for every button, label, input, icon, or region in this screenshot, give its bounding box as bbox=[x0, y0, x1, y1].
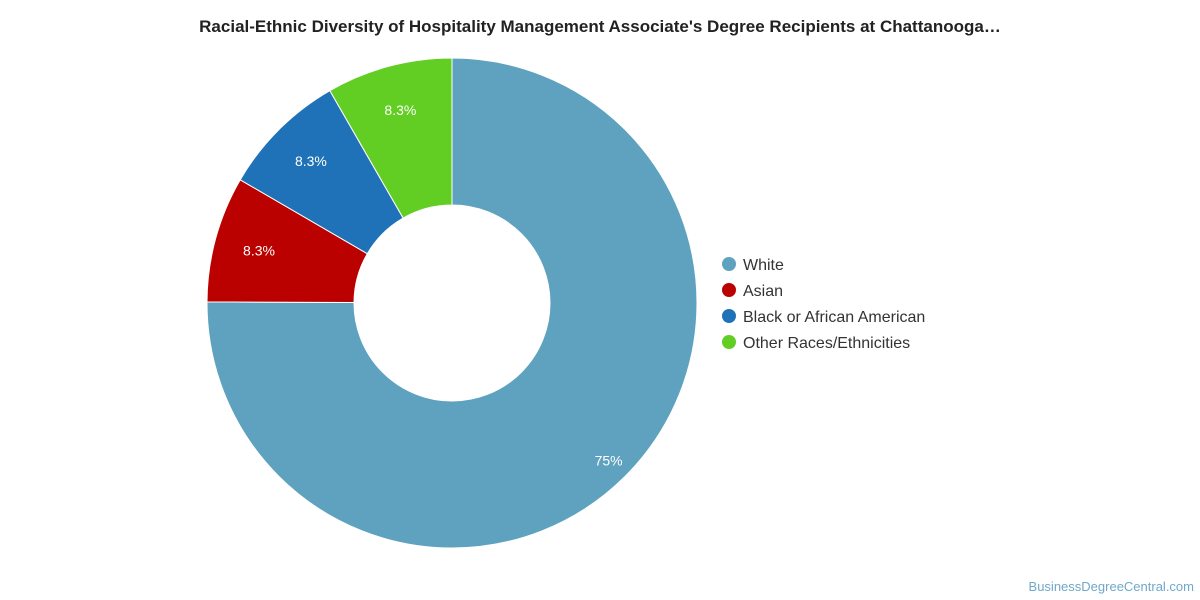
slice-white[interactable] bbox=[206, 57, 698, 549]
legend-item-black-or-african-american[interactable]: Black or African American bbox=[722, 309, 925, 326]
slice-label-black-or-african-american: 8.3% bbox=[295, 153, 327, 169]
legend-item-white[interactable]: White bbox=[722, 257, 784, 274]
slice-label-other-races-ethnicities: 8.3% bbox=[384, 102, 416, 118]
legend-item-other-races-ethnicities[interactable]: Other Races/Ethnicities bbox=[722, 335, 910, 352]
legend-label-asian: Asian bbox=[743, 283, 783, 300]
legend-label-white: White bbox=[743, 257, 784, 274]
legend-label-black-or-african-american: Black or African American bbox=[743, 309, 925, 326]
slice-labels: 75% 8.3% 8.3% 8.3% bbox=[243, 102, 623, 469]
legend-swatch-other-races-ethnicities bbox=[722, 335, 736, 349]
slice-label-asian: 8.3% bbox=[243, 242, 275, 258]
legend-item-asian[interactable]: Asian bbox=[722, 283, 783, 300]
source-credit[interactable]: BusinessDegreeCentral.com bbox=[1028, 579, 1194, 594]
slice-other-races-ethnicities[interactable] bbox=[329, 57, 453, 219]
legend-swatch-black-or-african-american bbox=[722, 309, 736, 323]
legend: White Asian Black or African American Other… bbox=[722, 257, 925, 352]
legend-swatch-asian bbox=[722, 283, 736, 297]
slice-label-white: 75% bbox=[595, 452, 623, 468]
legend-label-other-races-ethnicities: Other Races/Ethnicities bbox=[743, 335, 910, 352]
chart-title: Racial-Ethnic Diversity of Hospitality M… bbox=[199, 17, 1001, 36]
donut-slices bbox=[206, 57, 698, 549]
legend-swatch-white bbox=[722, 257, 736, 271]
